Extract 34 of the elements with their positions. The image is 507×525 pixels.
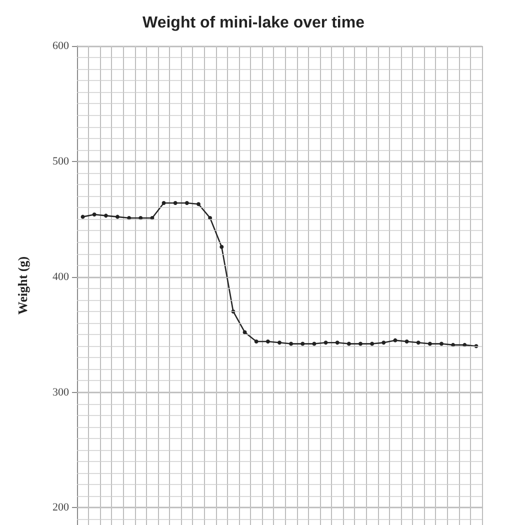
y-tick-label: 500 (52, 155, 70, 168)
y-axis-title: Weight (g) (15, 256, 30, 315)
point (404, 339, 409, 344)
point (242, 330, 247, 334)
point (346, 342, 351, 346)
point (254, 339, 258, 344)
y-tick-label: 400 (52, 270, 70, 283)
point (312, 342, 316, 346)
point (370, 342, 374, 346)
y-tick-label: 300 (52, 386, 70, 398)
point (382, 340, 386, 345)
point (196, 202, 200, 206)
point (173, 200, 178, 205)
point (116, 214, 120, 219)
point (184, 200, 189, 205)
point (220, 244, 224, 249)
point (428, 342, 432, 346)
y-tick-label: 200 (52, 502, 70, 514)
point (162, 200, 166, 205)
point (324, 340, 328, 345)
point (80, 214, 85, 219)
point (278, 340, 282, 345)
point (393, 338, 398, 342)
point (335, 340, 340, 345)
y-tick-label: 600 (52, 40, 70, 52)
point (358, 342, 362, 346)
chart-title: Weight of mini-lake over time (142, 14, 365, 32)
point (104, 214, 108, 218)
point (92, 212, 96, 217)
point (416, 340, 420, 345)
point (300, 342, 305, 346)
point (440, 342, 444, 346)
point (266, 339, 270, 344)
point (289, 342, 294, 346)
